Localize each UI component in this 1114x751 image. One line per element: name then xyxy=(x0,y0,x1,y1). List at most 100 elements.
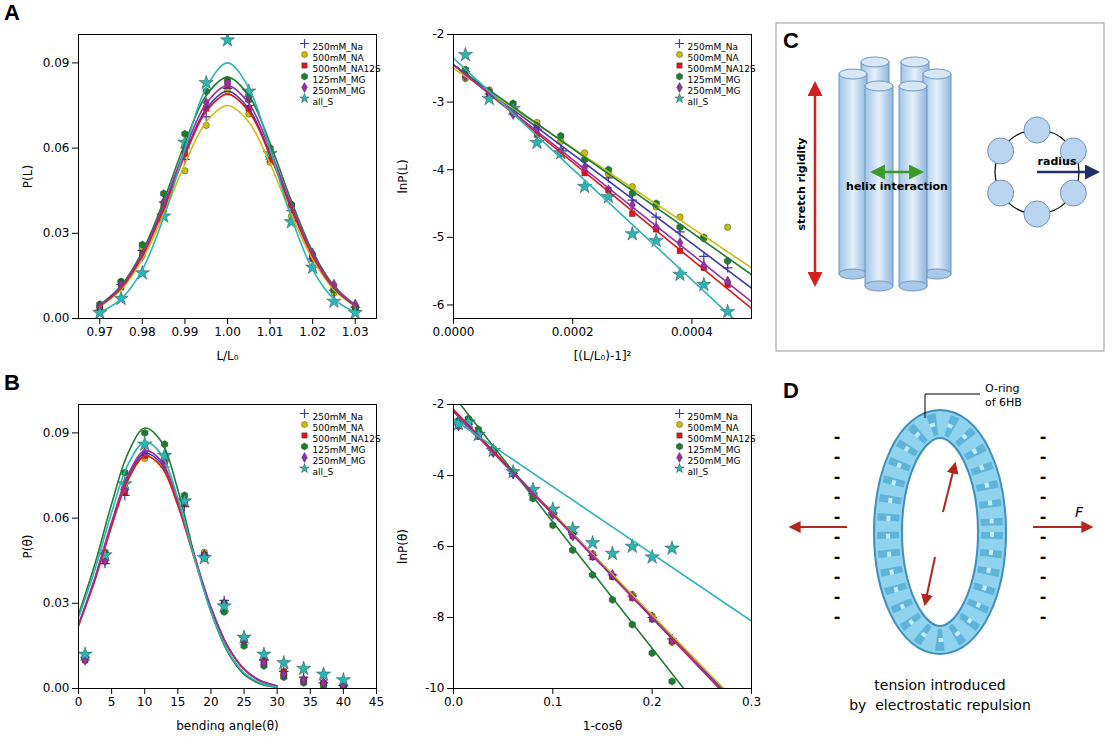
svg-text:0: 0 xyxy=(75,695,83,709)
svg-text:-: - xyxy=(1040,587,1047,606)
svg-text:30: 30 xyxy=(270,695,285,709)
svg-text:tension introduced: tension introduced xyxy=(874,677,1005,693)
svg-text:0.00: 0.00 xyxy=(43,681,70,695)
svg-text:-: - xyxy=(834,487,841,506)
svg-text:-: - xyxy=(834,547,841,566)
svg-text:25: 25 xyxy=(236,695,251,709)
svg-text:0.06: 0.06 xyxy=(43,511,70,525)
svg-text:lnP(θ): lnP(θ) xyxy=(396,529,410,564)
svg-text:[(L/L₀)-1]²: [(L/L₀)-1]² xyxy=(574,349,632,363)
svg-text:stretch rigidity: stretch rigidity xyxy=(795,137,808,230)
svg-text:500mM_NA: 500mM_NA xyxy=(313,53,365,63)
svg-text:250mM_Na: 250mM_Na xyxy=(688,412,738,422)
svg-text:-: - xyxy=(1040,427,1047,446)
svg-text:-: - xyxy=(834,447,841,466)
svg-text:250mM_Na: 250mM_Na xyxy=(313,42,363,52)
svg-text:0.2: 0.2 xyxy=(643,695,662,709)
svg-text:125mM_MG: 125mM_MG xyxy=(313,445,366,455)
svg-text:250mM_MG: 250mM_MG xyxy=(313,456,366,466)
svg-text:15: 15 xyxy=(170,695,185,709)
svg-text:all_S: all_S xyxy=(688,467,709,477)
svg-text:1.03: 1.03 xyxy=(342,325,369,339)
svg-text:-: - xyxy=(1040,447,1047,466)
svg-text:500mM_NA: 500mM_NA xyxy=(313,423,365,433)
svg-text:all_S: all_S xyxy=(313,467,334,477)
svg-text:250mM_Na: 250mM_Na xyxy=(313,412,363,422)
svg-text:0.0004: 0.0004 xyxy=(671,325,713,339)
svg-text:of 6HB: of 6HB xyxy=(985,396,1022,409)
svg-text:40: 40 xyxy=(336,695,351,709)
svg-text:L/L₀: L/L₀ xyxy=(216,349,238,363)
svg-text:500mM_NA: 500mM_NA xyxy=(688,53,740,63)
svg-text:500mM_NA12S: 500mM_NA12S xyxy=(313,64,382,74)
svg-text:0.00: 0.00 xyxy=(43,311,70,325)
svg-text:125mM_MG: 125mM_MG xyxy=(313,75,366,85)
svg-text:-: - xyxy=(834,607,841,626)
svg-text:500mM_NA: 500mM_NA xyxy=(688,423,740,433)
svg-text:F: F xyxy=(1075,504,1084,520)
svg-text:1-cosθ: 1-cosθ xyxy=(583,719,623,733)
svg-text:35: 35 xyxy=(303,695,318,709)
svg-text:125mM_MG: 125mM_MG xyxy=(688,445,741,455)
svg-text:-6: -6 xyxy=(433,539,445,553)
svg-text:0.0: 0.0 xyxy=(444,695,463,709)
svg-text:-8: -8 xyxy=(433,610,445,624)
svg-text:-: - xyxy=(834,467,841,486)
svg-text:-2: -2 xyxy=(433,27,445,41)
svg-text:500mM_NA12S: 500mM_NA12S xyxy=(688,434,757,444)
svg-text:-4: -4 xyxy=(433,163,445,177)
svg-text:-: - xyxy=(1040,527,1047,546)
svg-text:all_S: all_S xyxy=(688,97,709,107)
svg-text:0.97: 0.97 xyxy=(86,325,113,339)
svg-text:0.0002: 0.0002 xyxy=(552,325,594,339)
svg-text:1.01: 1.01 xyxy=(257,325,284,339)
svg-text:-: - xyxy=(1040,507,1047,526)
svg-text:0.3: 0.3 xyxy=(742,695,761,709)
svg-text:-: - xyxy=(1040,487,1047,506)
svg-text:0.98: 0.98 xyxy=(129,325,156,339)
svg-text:10: 10 xyxy=(137,695,152,709)
svg-text:-3: -3 xyxy=(433,95,445,109)
svg-text:0.0000: 0.0000 xyxy=(433,325,475,339)
svg-text:-: - xyxy=(1040,567,1047,586)
svg-text:P(θ): P(θ) xyxy=(21,535,35,559)
svg-text:0.06: 0.06 xyxy=(43,141,70,155)
svg-text:250mM_MG: 250mM_MG xyxy=(688,456,741,466)
svg-text:-5: -5 xyxy=(433,230,445,244)
svg-text:45: 45 xyxy=(369,695,384,709)
svg-text:250mM_MG: 250mM_MG xyxy=(688,86,741,96)
svg-text:-6: -6 xyxy=(433,298,445,312)
svg-text:lnP(L): lnP(L) xyxy=(396,159,410,193)
svg-text:-: - xyxy=(834,567,841,586)
svg-text:helix interaction: helix interaction xyxy=(846,180,948,193)
svg-text:-: - xyxy=(834,427,841,446)
svg-text:1.02: 1.02 xyxy=(299,325,326,339)
svg-text:-: - xyxy=(1040,547,1047,566)
svg-text:0.03: 0.03 xyxy=(43,596,70,610)
svg-text:D: D xyxy=(783,378,799,403)
svg-text:-10: -10 xyxy=(425,681,445,695)
svg-text:250mM_Na: 250mM_Na xyxy=(688,42,738,52)
svg-text:-: - xyxy=(834,587,841,606)
svg-text:0.1: 0.1 xyxy=(543,695,562,709)
svg-text:0.99: 0.99 xyxy=(172,325,199,339)
svg-text:-2: -2 xyxy=(433,397,445,411)
svg-text:all_S: all_S xyxy=(313,97,334,107)
svg-text:P(L): P(L) xyxy=(21,165,35,188)
svg-text:-: - xyxy=(1040,607,1047,626)
svg-text:C: C xyxy=(783,28,799,53)
svg-text:-: - xyxy=(834,527,841,546)
svg-text:O-ring: O-ring xyxy=(985,382,1019,395)
svg-text:-4: -4 xyxy=(433,468,445,482)
svg-text:0.03: 0.03 xyxy=(43,226,70,240)
svg-text:bending angle(θ): bending angle(θ) xyxy=(176,719,279,733)
svg-text:5: 5 xyxy=(108,695,116,709)
svg-text:-: - xyxy=(1040,467,1047,486)
svg-text:-: - xyxy=(834,507,841,526)
svg-text:20: 20 xyxy=(203,695,218,709)
svg-text:250mM_MG: 250mM_MG xyxy=(313,86,366,96)
svg-text:by electrostatic repulsion: by electrostatic repulsion xyxy=(849,697,1031,713)
svg-text:125mM_MG: 125mM_MG xyxy=(688,75,741,85)
svg-text:500mM_NA12S: 500mM_NA12S xyxy=(313,434,382,444)
svg-text:0.09: 0.09 xyxy=(43,56,70,70)
